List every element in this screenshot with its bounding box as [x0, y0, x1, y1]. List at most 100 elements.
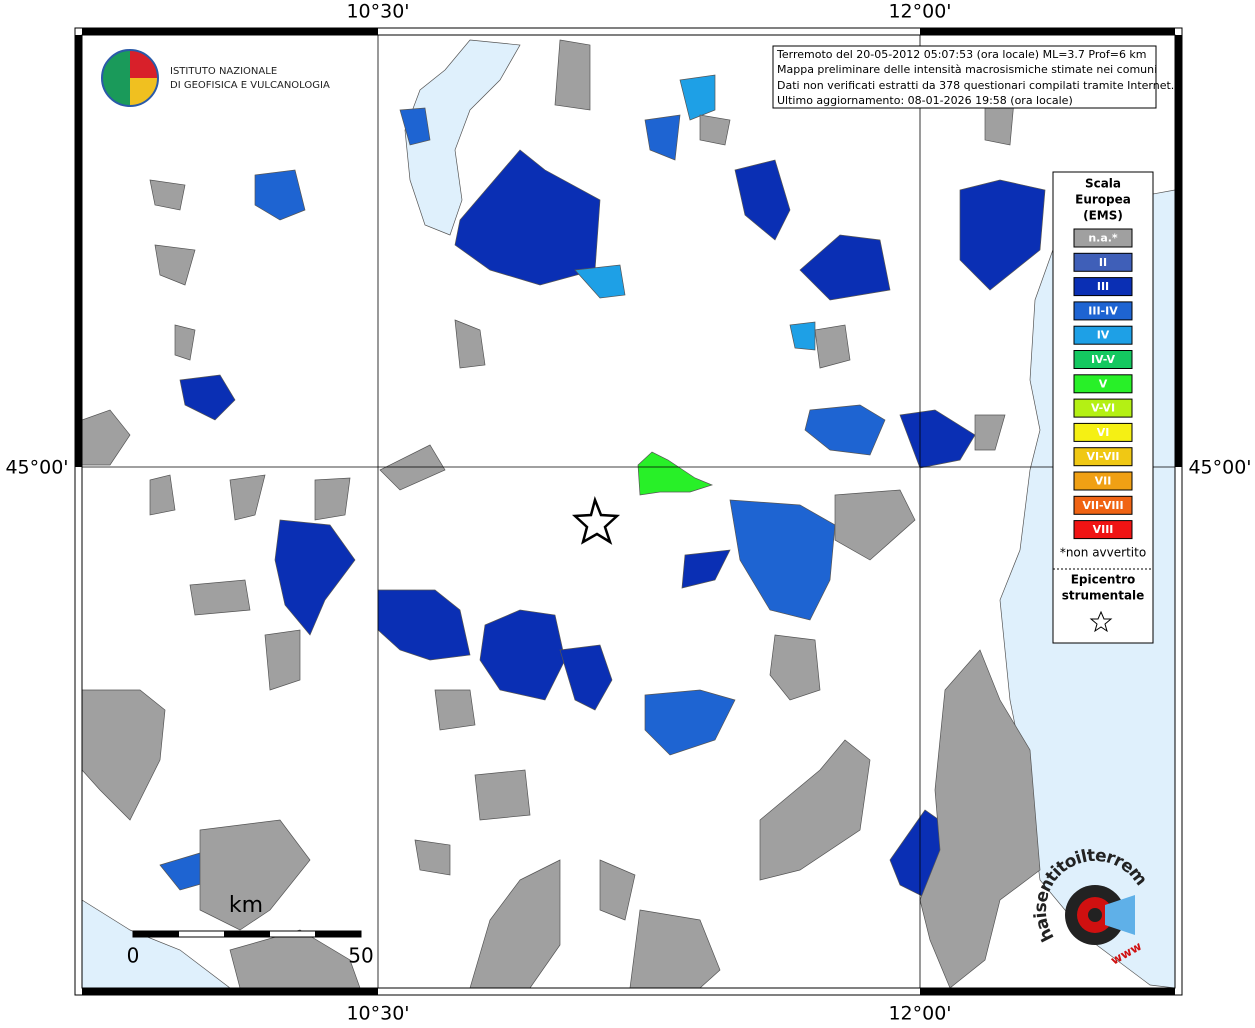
- legend-label: II: [1099, 256, 1107, 269]
- legend-swatch: [1073, 350, 1133, 369]
- municipality: [769, 634, 821, 701]
- logo-text: ISTITUTO NAZIONALE: [170, 66, 277, 77]
- municipality: [899, 409, 976, 469]
- municipality: [82, 409, 131, 466]
- legend-swatch: [1073, 374, 1133, 394]
- municipality: [379, 444, 446, 491]
- logo: ISTITUTO NAZIONALE DI GEOFISICA E VULCAN…: [101, 49, 330, 107]
- legend-epicenter: Epicentro: [1071, 573, 1136, 587]
- municipality: [82, 689, 166, 821]
- municipality: [644, 689, 736, 756]
- municipality: [399, 107, 431, 146]
- legend-star: [1089, 610, 1113, 633]
- municipality: [454, 319, 486, 369]
- info-line: Mappa preliminare delle intensità macros…: [777, 63, 1157, 76]
- municipality: [959, 179, 1046, 291]
- legend-swatch: [1073, 301, 1133, 321]
- scale-end: 50: [348, 944, 373, 968]
- municipality: [377, 589, 471, 661]
- municipality: [729, 499, 836, 621]
- lon-label: 12°00': [888, 1003, 951, 1025]
- municipality: [554, 39, 591, 111]
- legend-label: VI: [1097, 426, 1110, 439]
- legend-note: *non avvertito: [1060, 546, 1146, 560]
- legend-label: III-IV: [1088, 304, 1118, 317]
- municipality: [414, 839, 451, 876]
- municipality: [174, 324, 196, 361]
- legend-label: IV-V: [1091, 353, 1116, 366]
- lat-label: 45°00': [1188, 457, 1251, 479]
- municipality: [434, 689, 476, 731]
- lat-label: 45°00': [5, 457, 68, 479]
- legend-swatch: [1073, 325, 1133, 345]
- municipality: [799, 234, 891, 301]
- municipality: [149, 474, 176, 516]
- legend: Scala Europea (EMS) *non avvertito Epice…: [1052, 171, 1154, 644]
- municipality: [474, 769, 531, 821]
- municipality: [149, 179, 186, 211]
- municipality: [479, 609, 566, 701]
- legend-swatch: [1073, 228, 1133, 248]
- municipality: [559, 644, 613, 711]
- scale-bar: km 0 50: [127, 893, 374, 968]
- logo-text: DI GEOFISICA E VULCANOLOGIA: [170, 80, 330, 91]
- legend-swatch: [1073, 520, 1133, 540]
- legend-swatch: [1073, 422, 1133, 442]
- municipality: [814, 324, 851, 369]
- legend-label: V-VI: [1091, 402, 1115, 415]
- info-line: Terremoto del 20-05-2012 05:07:53 (ora l…: [776, 48, 1147, 61]
- municipality: [574, 264, 626, 299]
- municipality: [974, 414, 1006, 451]
- legend-label: IV: [1097, 329, 1110, 342]
- legend-swatch: [1073, 471, 1133, 491]
- municipality: [274, 519, 356, 636]
- tyrrhenian-sea: [82, 899, 231, 988]
- legend-label: III: [1097, 280, 1109, 293]
- municipality: [189, 579, 251, 616]
- municipality: [681, 549, 731, 589]
- municipality: [644, 114, 681, 161]
- scale-start: 0: [127, 944, 140, 968]
- legend-label: n.a.*: [1088, 232, 1118, 245]
- municipality: [314, 477, 351, 521]
- info-line: Dati non verificati estratti da 378 ques…: [777, 79, 1174, 92]
- legend-epicenter: strumentale: [1062, 589, 1145, 603]
- map-area: [82, 35, 1175, 988]
- municipality: [919, 649, 1041, 988]
- legend-swatch: [1073, 398, 1133, 418]
- info-box: Terremoto del 20-05-2012 05:07:53 (ora l…: [772, 45, 1174, 109]
- scale-unit: km: [229, 893, 263, 918]
- municipality: [699, 114, 731, 146]
- municipality: [734, 159, 791, 241]
- legend-label: VII: [1095, 475, 1112, 488]
- legend-swatch: [1073, 252, 1133, 272]
- municipality: [199, 819, 311, 931]
- legend-label: VI-VII: [1086, 450, 1119, 463]
- lon-label: 10°30': [346, 1003, 409, 1025]
- municipality: [629, 909, 721, 988]
- municipality: [789, 321, 816, 351]
- map-frame: [74, 27, 1183, 996]
- legend-label: V: [1099, 377, 1108, 390]
- epicenter-star: [571, 496, 621, 545]
- municipality: [229, 474, 266, 521]
- municipality: [469, 859, 561, 988]
- municipality: [254, 169, 306, 221]
- municipality: [599, 859, 636, 921]
- municipality: [759, 739, 871, 881]
- legend-label: VIII: [1093, 523, 1114, 536]
- municipality: [679, 74, 716, 121]
- municipality: [179, 374, 236, 421]
- municipality: [637, 451, 714, 496]
- legend-title: (EMS): [1083, 209, 1123, 223]
- lon-label: 12°00': [888, 1, 951, 23]
- legend-title: Scala: [1085, 177, 1121, 191]
- legend-swatch: [1073, 447, 1133, 467]
- legend-swatch: [1073, 495, 1133, 515]
- municipality: [804, 404, 886, 456]
- legend-title: Europea: [1075, 193, 1131, 207]
- lake-garda: [404, 39, 521, 236]
- legend-swatch: [1073, 277, 1133, 297]
- info-line: Ultimo aggiornamento: 08-01-2026 19:58 (…: [777, 94, 1073, 107]
